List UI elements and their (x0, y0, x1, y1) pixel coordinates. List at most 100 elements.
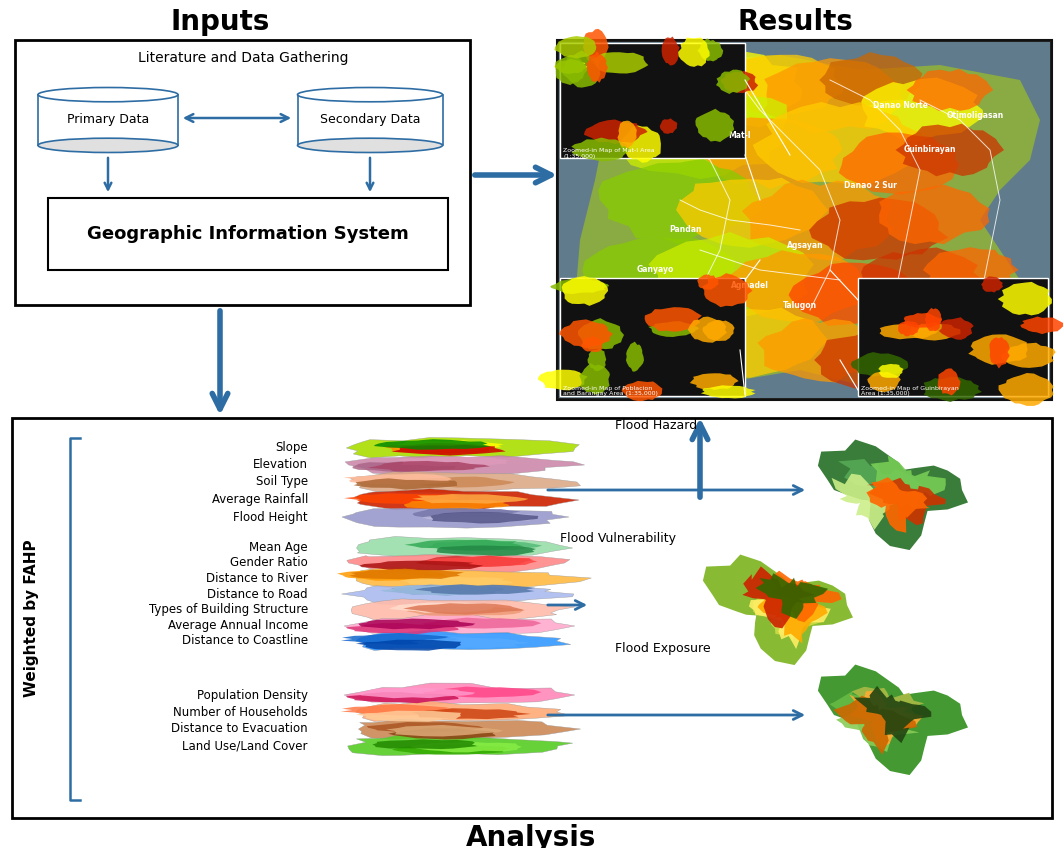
Polygon shape (358, 719, 580, 739)
Text: Results: Results (737, 8, 853, 36)
Polygon shape (715, 55, 843, 114)
Polygon shape (555, 36, 596, 59)
Text: Mat-I: Mat-I (729, 131, 752, 140)
Polygon shape (820, 52, 923, 105)
Polygon shape (749, 591, 830, 649)
Text: Flood Height: Flood Height (234, 510, 308, 523)
Polygon shape (990, 337, 1010, 369)
Text: Slope: Slope (275, 442, 308, 455)
Polygon shape (337, 569, 448, 581)
Text: Average Rainfall: Average Rainfall (212, 494, 308, 506)
Polygon shape (648, 232, 814, 318)
Polygon shape (356, 639, 461, 650)
Polygon shape (343, 474, 452, 485)
Polygon shape (1020, 316, 1063, 334)
Text: Average Annual Income: Average Annual Income (168, 620, 308, 633)
Text: Primary Data: Primary Data (67, 114, 149, 126)
Polygon shape (716, 70, 750, 94)
Polygon shape (613, 297, 746, 365)
Text: Talugon: Talugon (783, 300, 817, 310)
Polygon shape (367, 722, 484, 733)
Polygon shape (769, 571, 842, 622)
Polygon shape (703, 320, 735, 341)
Text: Distance to River: Distance to River (206, 572, 308, 584)
Bar (557, 40, 1052, 400)
Ellipse shape (38, 138, 178, 153)
Text: Analysis: Analysis (466, 824, 596, 848)
Polygon shape (583, 29, 609, 64)
Polygon shape (341, 704, 459, 716)
Polygon shape (353, 461, 458, 472)
Polygon shape (356, 630, 571, 650)
Polygon shape (854, 686, 931, 743)
Polygon shape (701, 385, 756, 399)
Polygon shape (690, 373, 739, 390)
Polygon shape (703, 555, 853, 665)
Polygon shape (341, 633, 459, 644)
Polygon shape (878, 364, 904, 378)
Polygon shape (758, 586, 828, 644)
Polygon shape (908, 322, 961, 341)
Polygon shape (639, 51, 803, 133)
Polygon shape (411, 708, 530, 719)
Text: Ganyayo: Ganyayo (637, 265, 674, 275)
Polygon shape (356, 537, 573, 558)
Polygon shape (356, 711, 461, 722)
Polygon shape (702, 273, 753, 307)
Polygon shape (753, 102, 922, 188)
Text: Zoomed-in Map of Mat-I Area: Zoomed-in Map of Mat-I Area (563, 148, 655, 153)
Polygon shape (938, 368, 961, 395)
Text: and Barangay Area (1:35,000): and Barangay Area (1:35,000) (563, 391, 658, 396)
Polygon shape (401, 477, 514, 488)
Polygon shape (345, 623, 458, 634)
Polygon shape (388, 728, 495, 739)
Polygon shape (661, 36, 679, 65)
Polygon shape (354, 478, 457, 489)
Polygon shape (879, 185, 990, 244)
Polygon shape (678, 37, 710, 67)
Polygon shape (620, 126, 661, 163)
Text: Soil Type: Soil Type (256, 476, 308, 488)
Polygon shape (379, 585, 499, 595)
Polygon shape (939, 317, 974, 340)
Polygon shape (762, 59, 906, 133)
Ellipse shape (298, 87, 442, 102)
Polygon shape (660, 119, 677, 134)
Polygon shape (422, 512, 540, 522)
Text: Otimoligasan: Otimoligasan (946, 110, 1003, 120)
Text: Distance to Coastline: Distance to Coastline (182, 634, 308, 648)
Bar (38, 95, 178, 145)
Text: Population Density: Population Density (197, 689, 308, 701)
Polygon shape (347, 438, 579, 459)
Polygon shape (940, 287, 1041, 332)
Bar (559, 42, 1050, 398)
Polygon shape (829, 691, 913, 744)
Text: Zoomed-in Map of Poblacion: Zoomed-in Map of Poblacion (563, 386, 653, 391)
Polygon shape (411, 637, 530, 648)
Polygon shape (721, 71, 758, 93)
Polygon shape (879, 324, 938, 339)
Ellipse shape (298, 138, 442, 153)
Bar (48, 198, 448, 270)
Polygon shape (861, 248, 984, 311)
Polygon shape (789, 263, 924, 326)
Polygon shape (579, 363, 610, 394)
Text: (1:35,000): (1:35,000) (563, 154, 595, 159)
Polygon shape (347, 555, 570, 576)
Text: Inputs: Inputs (170, 8, 270, 36)
Polygon shape (389, 602, 495, 613)
Polygon shape (416, 555, 534, 566)
Text: Types of Building Structure: Types of Building Structure (149, 604, 308, 616)
Text: Zoomed-in Map of Guinbirayan: Zoomed-in Map of Guinbirayan (861, 386, 959, 391)
Polygon shape (583, 237, 736, 308)
Polygon shape (695, 109, 735, 142)
Text: Number of Households: Number of Households (173, 706, 308, 718)
Polygon shape (358, 618, 475, 629)
Polygon shape (356, 567, 591, 589)
Polygon shape (850, 352, 908, 377)
Bar (560, 278, 745, 396)
Text: Agsayan: Agsayan (787, 241, 824, 249)
Polygon shape (400, 577, 513, 588)
Polygon shape (866, 477, 930, 533)
Polygon shape (437, 545, 536, 556)
